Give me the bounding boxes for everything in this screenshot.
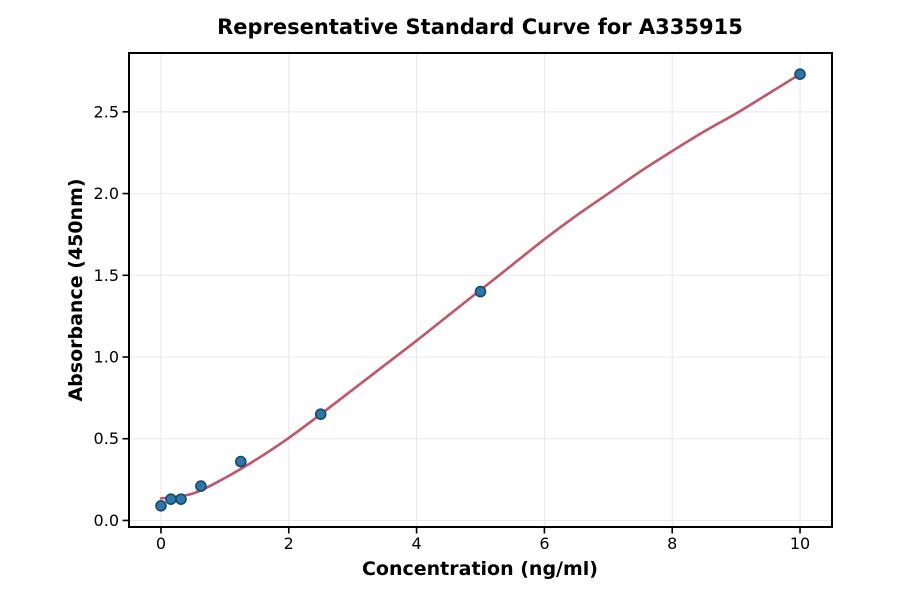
y-tick-label: 2.5	[94, 102, 119, 121]
data-point	[474, 285, 487, 298]
y-tick-label: 0.0	[94, 511, 119, 530]
data-point	[794, 68, 806, 80]
data-point	[314, 408, 327, 421]
y-tick-label: 2.0	[94, 184, 119, 203]
x-tick-label: 10	[790, 534, 810, 553]
data-point	[155, 499, 167, 512]
y-tick-label: 0.5	[94, 429, 119, 448]
tick-marks-layer	[122, 111, 801, 534]
tick-labels-layer: 0 2 4 6 8 10 0.0 0.5 1.0 1.5 2.0 2.5	[94, 102, 811, 553]
grid-layer	[129, 53, 832, 527]
series-layer	[155, 68, 806, 512]
y-tick-label: 1.5	[94, 266, 119, 285]
x-tick-label: 2	[284, 534, 294, 553]
data-point	[165, 493, 177, 506]
y-tick-label: 1.0	[94, 348, 119, 367]
x-tick-label: 0	[156, 534, 166, 553]
data-point	[195, 480, 207, 492]
chart-title: Representative Standard Curve for A33591…	[217, 15, 743, 39]
y-axis-label: Absorbance (450nm)	[65, 178, 87, 401]
x-tick-label: 6	[539, 534, 549, 553]
plot-border	[128, 52, 833, 528]
x-tick-label: 4	[411, 534, 421, 553]
data-point	[175, 493, 187, 506]
x-tick-label: 8	[667, 534, 677, 553]
data-point	[235, 455, 247, 468]
x-axis-label: Concentration (ng/ml)	[362, 558, 598, 580]
